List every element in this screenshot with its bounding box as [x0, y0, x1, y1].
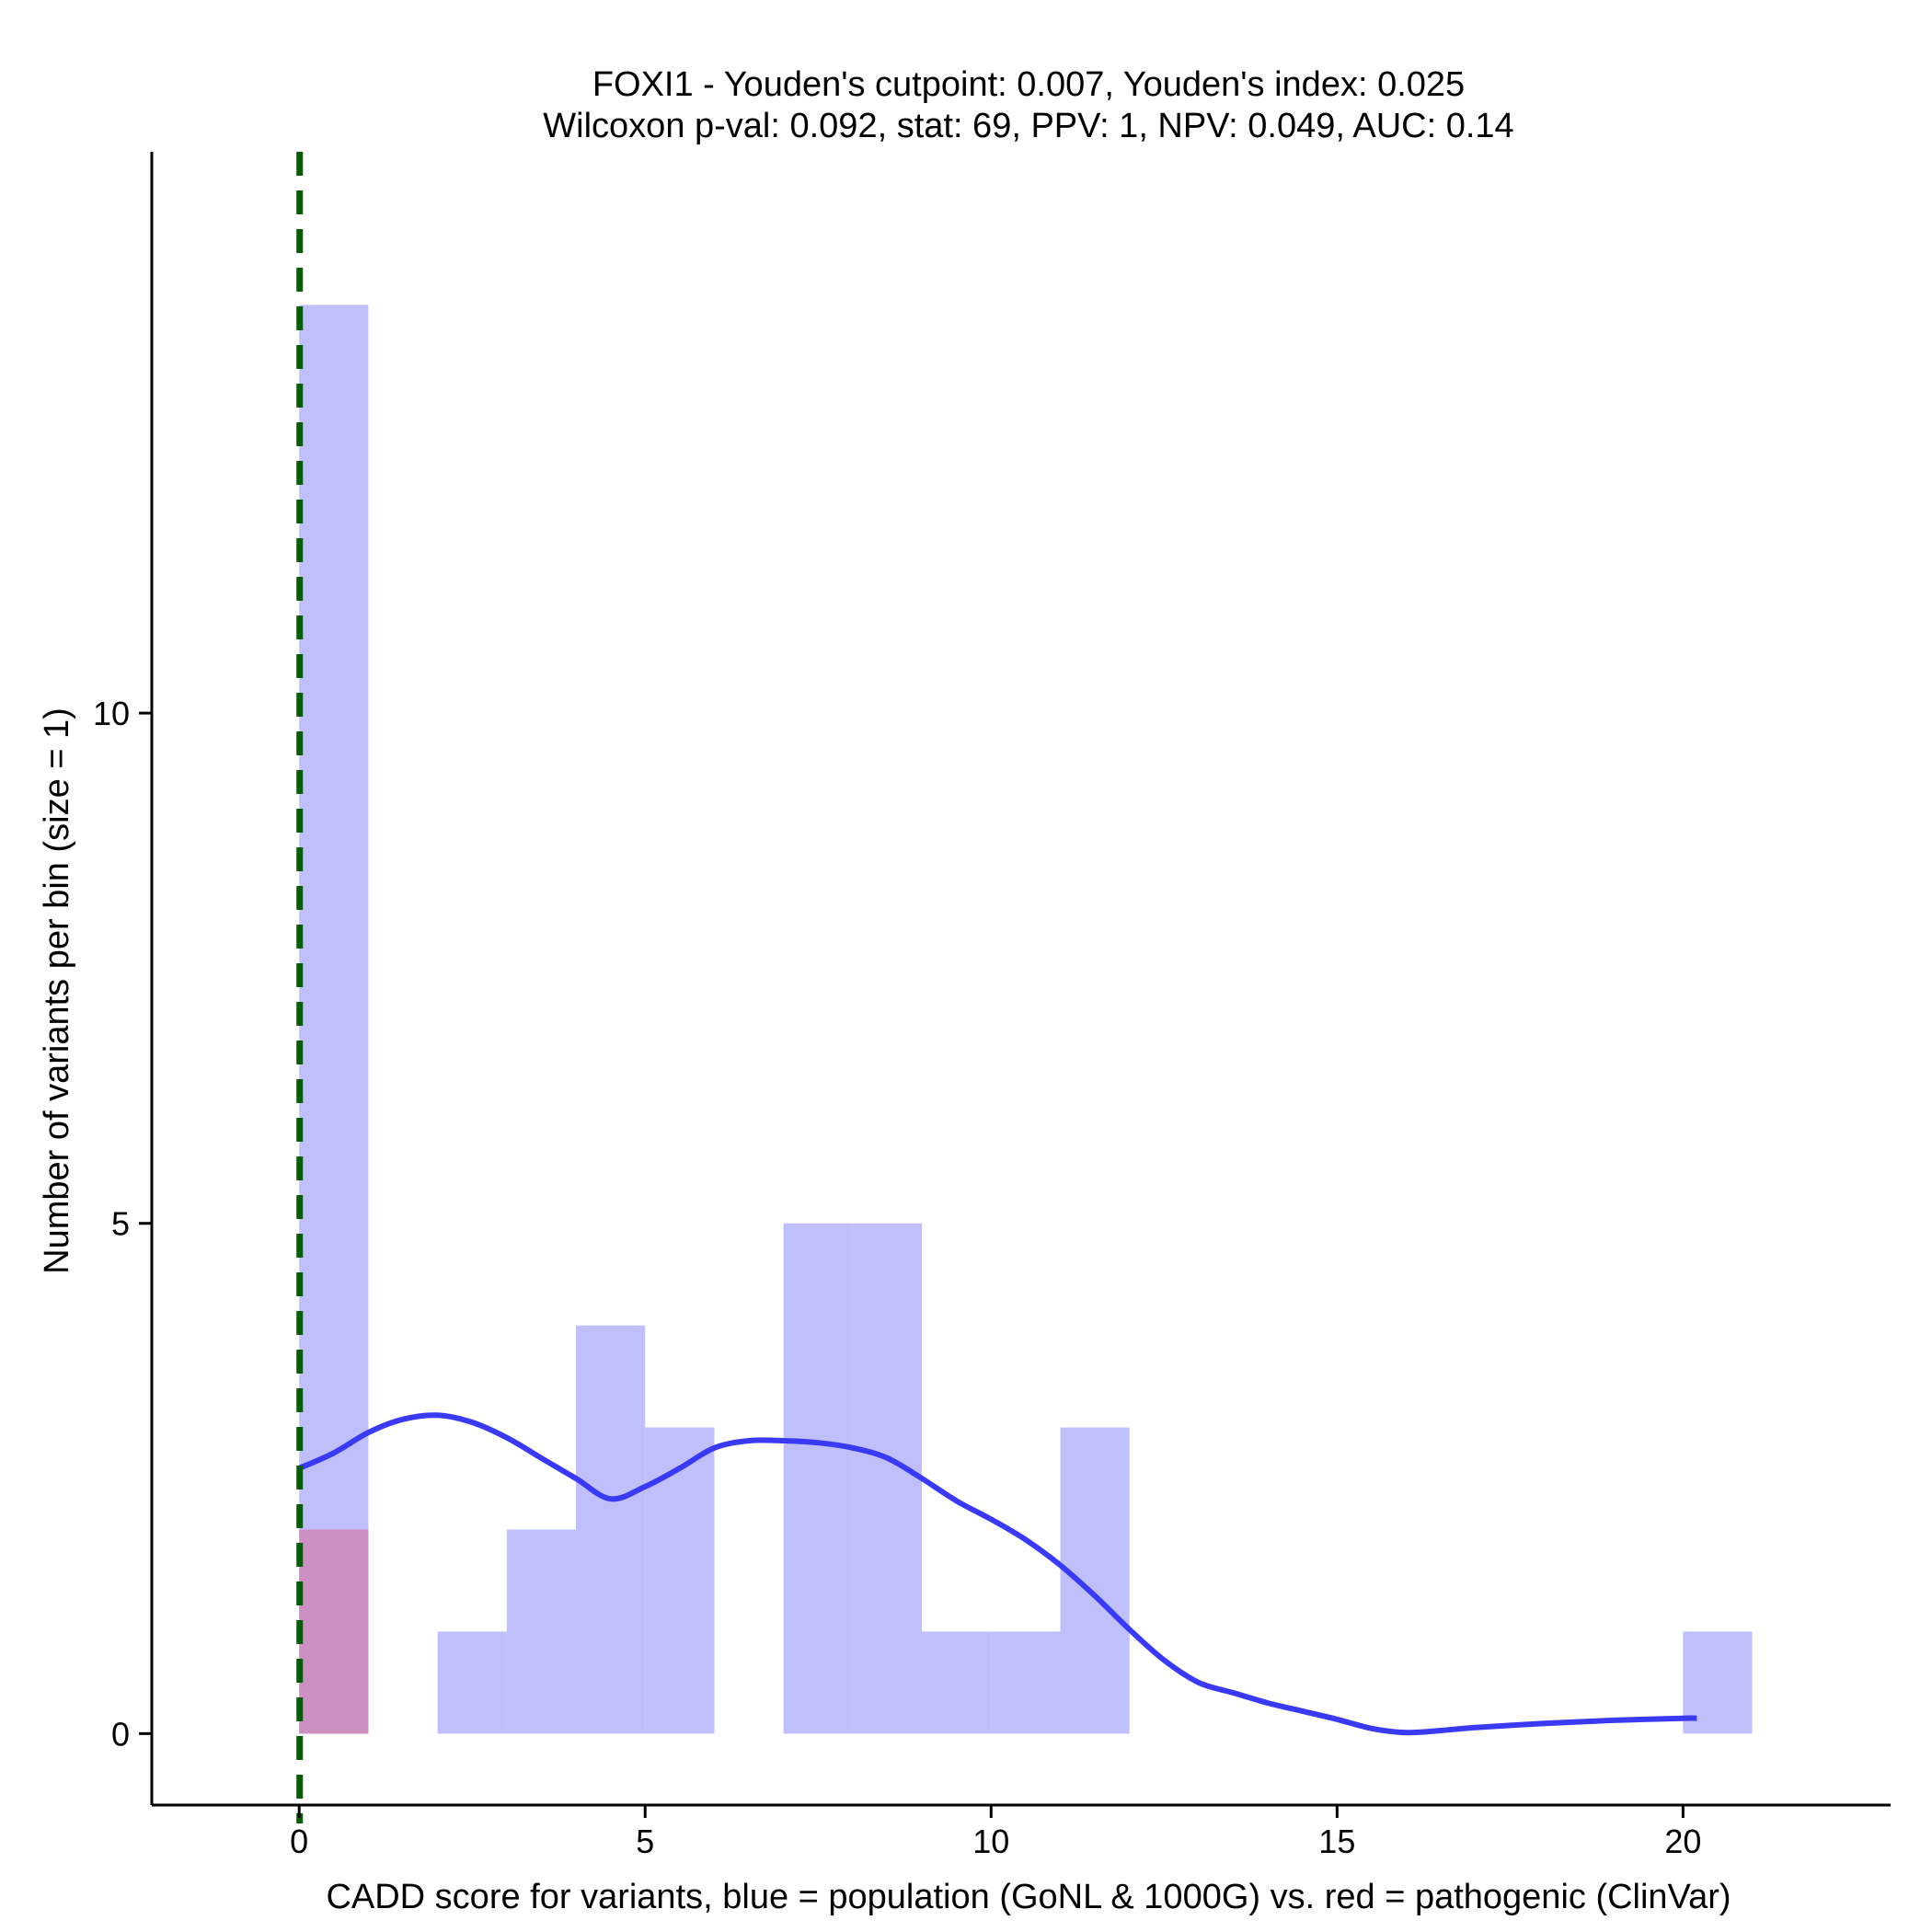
- pathogenic-bar-0: [299, 1529, 369, 1734]
- population-bar-0: [299, 305, 369, 1734]
- x-axis-label: CADD score for variants, blue = populati…: [326, 1878, 1731, 1916]
- y-tick-label-0: 0: [111, 1715, 130, 1753]
- pathogenic-bars: [299, 1529, 369, 1734]
- density-curve: [298, 1412, 1697, 1736]
- chart-subtitle: Wilcoxon p-val: 0.092, stat: 69, PPV: 1,…: [543, 107, 1513, 145]
- x-tick-label-0: 0: [290, 1823, 308, 1860]
- population-bar-1: [437, 1631, 507, 1734]
- x-axis-ticks: 0 5 10 15 20: [290, 1805, 1701, 1860]
- y-tick-label-5: 5: [111, 1205, 130, 1243]
- population-bars: [299, 305, 1753, 1734]
- x-tick-label-20: 20: [1664, 1823, 1701, 1860]
- population-bar-7: [922, 1631, 992, 1734]
- y-axis-ticks: 0 5 10: [93, 695, 152, 1753]
- population-bar-4: [645, 1427, 715, 1734]
- population-bar-5: [783, 1223, 853, 1734]
- population-bar-9: [1060, 1427, 1130, 1734]
- x-tick-label-15: 15: [1318, 1823, 1355, 1860]
- y-tick-label-10: 10: [93, 695, 130, 732]
- x-tick-label-10: 10: [972, 1823, 1009, 1860]
- x-tick-label-5: 5: [636, 1823, 654, 1860]
- population-bar-6: [852, 1223, 923, 1734]
- density-layer: [298, 1412, 1697, 1736]
- y-axis-label: Number of variants per bin (size = 1): [38, 707, 76, 1274]
- population-bar-2: [506, 1529, 577, 1734]
- chart-title: FOXI1 - Youden's cutpoint: 0.007, Youden…: [592, 65, 1465, 104]
- population-bar-3: [576, 1325, 646, 1734]
- population-bar-8: [991, 1631, 1061, 1734]
